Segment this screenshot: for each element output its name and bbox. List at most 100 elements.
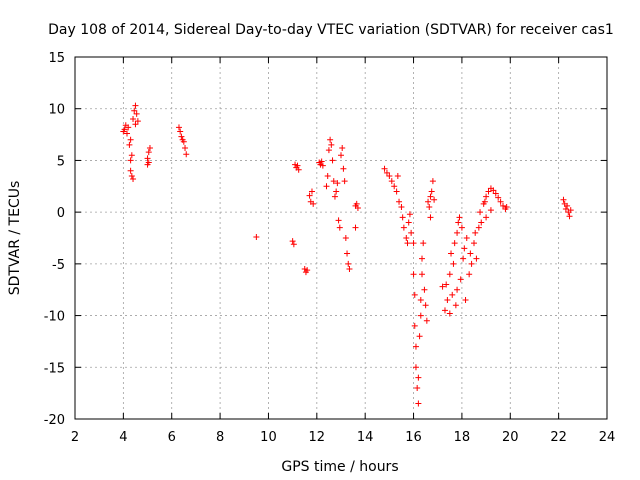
data-point	[323, 183, 330, 190]
data-point	[132, 102, 139, 109]
data-point	[422, 302, 429, 309]
data-point	[405, 219, 412, 226]
data-point	[492, 190, 499, 197]
data-point	[145, 159, 152, 166]
data-point	[431, 196, 438, 203]
data-point	[428, 188, 435, 195]
data-point	[396, 198, 403, 205]
data-point	[182, 145, 189, 152]
data-point	[420, 240, 427, 247]
data-point	[386, 172, 393, 179]
data-point	[460, 255, 467, 262]
data-point	[130, 176, 137, 183]
data-point	[128, 172, 135, 179]
data-point	[562, 206, 569, 213]
data-point	[325, 147, 332, 154]
data-point	[393, 188, 400, 195]
data-point	[400, 224, 407, 231]
y-tick-label: -20	[44, 413, 65, 428]
data-point	[467, 250, 474, 257]
data-point	[446, 271, 453, 278]
data-point	[329, 157, 336, 164]
x-tick-label: 24	[599, 430, 616, 445]
data-point	[331, 193, 338, 200]
data-point	[344, 250, 351, 257]
data-point	[560, 196, 567, 203]
data-point	[564, 202, 571, 209]
data-point	[421, 286, 428, 293]
data-point	[127, 157, 134, 164]
data-point	[497, 198, 504, 205]
data-point	[427, 193, 434, 200]
data-point	[456, 214, 463, 221]
y-tick-label: 10	[48, 103, 65, 118]
data-point	[391, 183, 398, 190]
data-point	[175, 124, 182, 131]
data-point	[454, 286, 461, 293]
data-point	[310, 200, 317, 207]
data-point	[490, 187, 497, 194]
data-point	[461, 245, 468, 252]
data-point	[462, 297, 469, 304]
data-point	[414, 384, 421, 391]
data-point	[253, 233, 260, 240]
data-point	[178, 133, 185, 140]
data-point	[419, 271, 426, 278]
x-tick-label: 8	[216, 430, 224, 445]
data-point	[454, 229, 461, 236]
data-point	[125, 124, 132, 131]
data-point	[408, 229, 415, 236]
data-point	[290, 241, 297, 248]
data-point	[472, 229, 479, 236]
data-point	[294, 162, 301, 169]
data-point	[443, 281, 450, 288]
data-point	[419, 255, 426, 262]
y-tick-label: -10	[44, 310, 65, 325]
data-point	[425, 198, 432, 205]
data-point	[381, 165, 388, 172]
x-tick-label: 2	[71, 430, 79, 445]
data-point	[354, 205, 361, 212]
data-point	[127, 167, 134, 174]
data-point	[458, 224, 465, 231]
data-point	[335, 217, 342, 224]
data-point	[423, 317, 430, 324]
data-point	[128, 152, 135, 159]
y-tick-label: 0	[57, 206, 65, 221]
data-point	[133, 110, 140, 117]
data-point	[183, 151, 190, 158]
x-tick-label: 22	[550, 430, 567, 445]
data-point	[415, 400, 422, 407]
data-point	[411, 291, 418, 298]
data-point	[346, 266, 353, 273]
data-point	[429, 178, 436, 185]
data-point	[415, 374, 422, 381]
data-point	[412, 343, 419, 350]
data-point	[127, 136, 134, 143]
data-point	[334, 180, 341, 187]
data-point	[451, 240, 458, 247]
data-point	[444, 297, 451, 304]
data-point	[457, 276, 464, 283]
data-point	[481, 198, 488, 205]
data-point	[567, 207, 574, 214]
data-point	[566, 213, 573, 220]
data-point	[448, 250, 455, 257]
chart-title: Day 108 of 2014, Sidereal Day-to-day VTE…	[48, 22, 614, 38]
data-point	[330, 178, 337, 185]
data-point	[318, 158, 325, 165]
data-point	[339, 145, 346, 152]
data-point	[473, 255, 480, 262]
data-point	[417, 297, 424, 304]
data-point	[123, 130, 130, 137]
x-tick-label: 4	[119, 430, 127, 445]
data-point	[324, 172, 331, 179]
y-axis-label: SDTVAR / TECUs	[7, 181, 23, 296]
data-point	[485, 188, 492, 195]
x-axis-label: GPS time / hours	[281, 459, 398, 475]
data-point	[177, 128, 184, 135]
y-tick-label: 15	[48, 51, 65, 66]
data-point	[383, 169, 390, 176]
data-point	[327, 136, 334, 143]
